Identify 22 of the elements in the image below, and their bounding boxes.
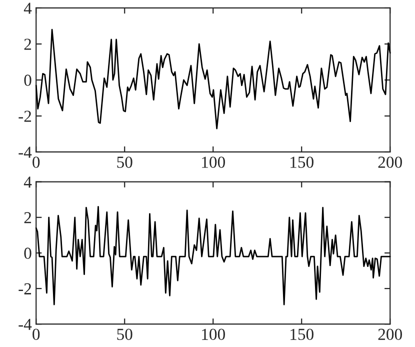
y-tick-label: 0 — [24, 248, 32, 259]
y-tick-label: 4 — [24, 2, 32, 14]
y-tick-label: 4 — [24, 176, 32, 188]
y-tick-label: -2 — [18, 110, 32, 122]
x-tick-label: 150 — [290, 156, 314, 168]
x-tick-label: 50 — [117, 328, 132, 340]
x-tick-label: 100 — [202, 328, 225, 340]
x-tick-label: 200 — [378, 328, 402, 340]
y-tick-label: -4 — [18, 318, 32, 330]
x-tick-label: 0 — [32, 156, 40, 168]
line-series — [35, 28, 391, 130]
x-tick-label: 0 — [32, 328, 40, 340]
y-tick-label: 0 — [24, 74, 32, 86]
y-tick-label: 2 — [24, 212, 32, 224]
y-tick-label: -2 — [18, 283, 32, 294]
y-tick-label: -4 — [18, 146, 32, 158]
x-tick-label: 200 — [378, 156, 402, 168]
line-series — [35, 206, 391, 306]
x-tick-label: 150 — [290, 328, 314, 340]
y-tick-label: 2 — [24, 38, 32, 50]
x-tick-label: 50 — [117, 156, 132, 168]
x-tick-label: 100 — [202, 156, 225, 168]
